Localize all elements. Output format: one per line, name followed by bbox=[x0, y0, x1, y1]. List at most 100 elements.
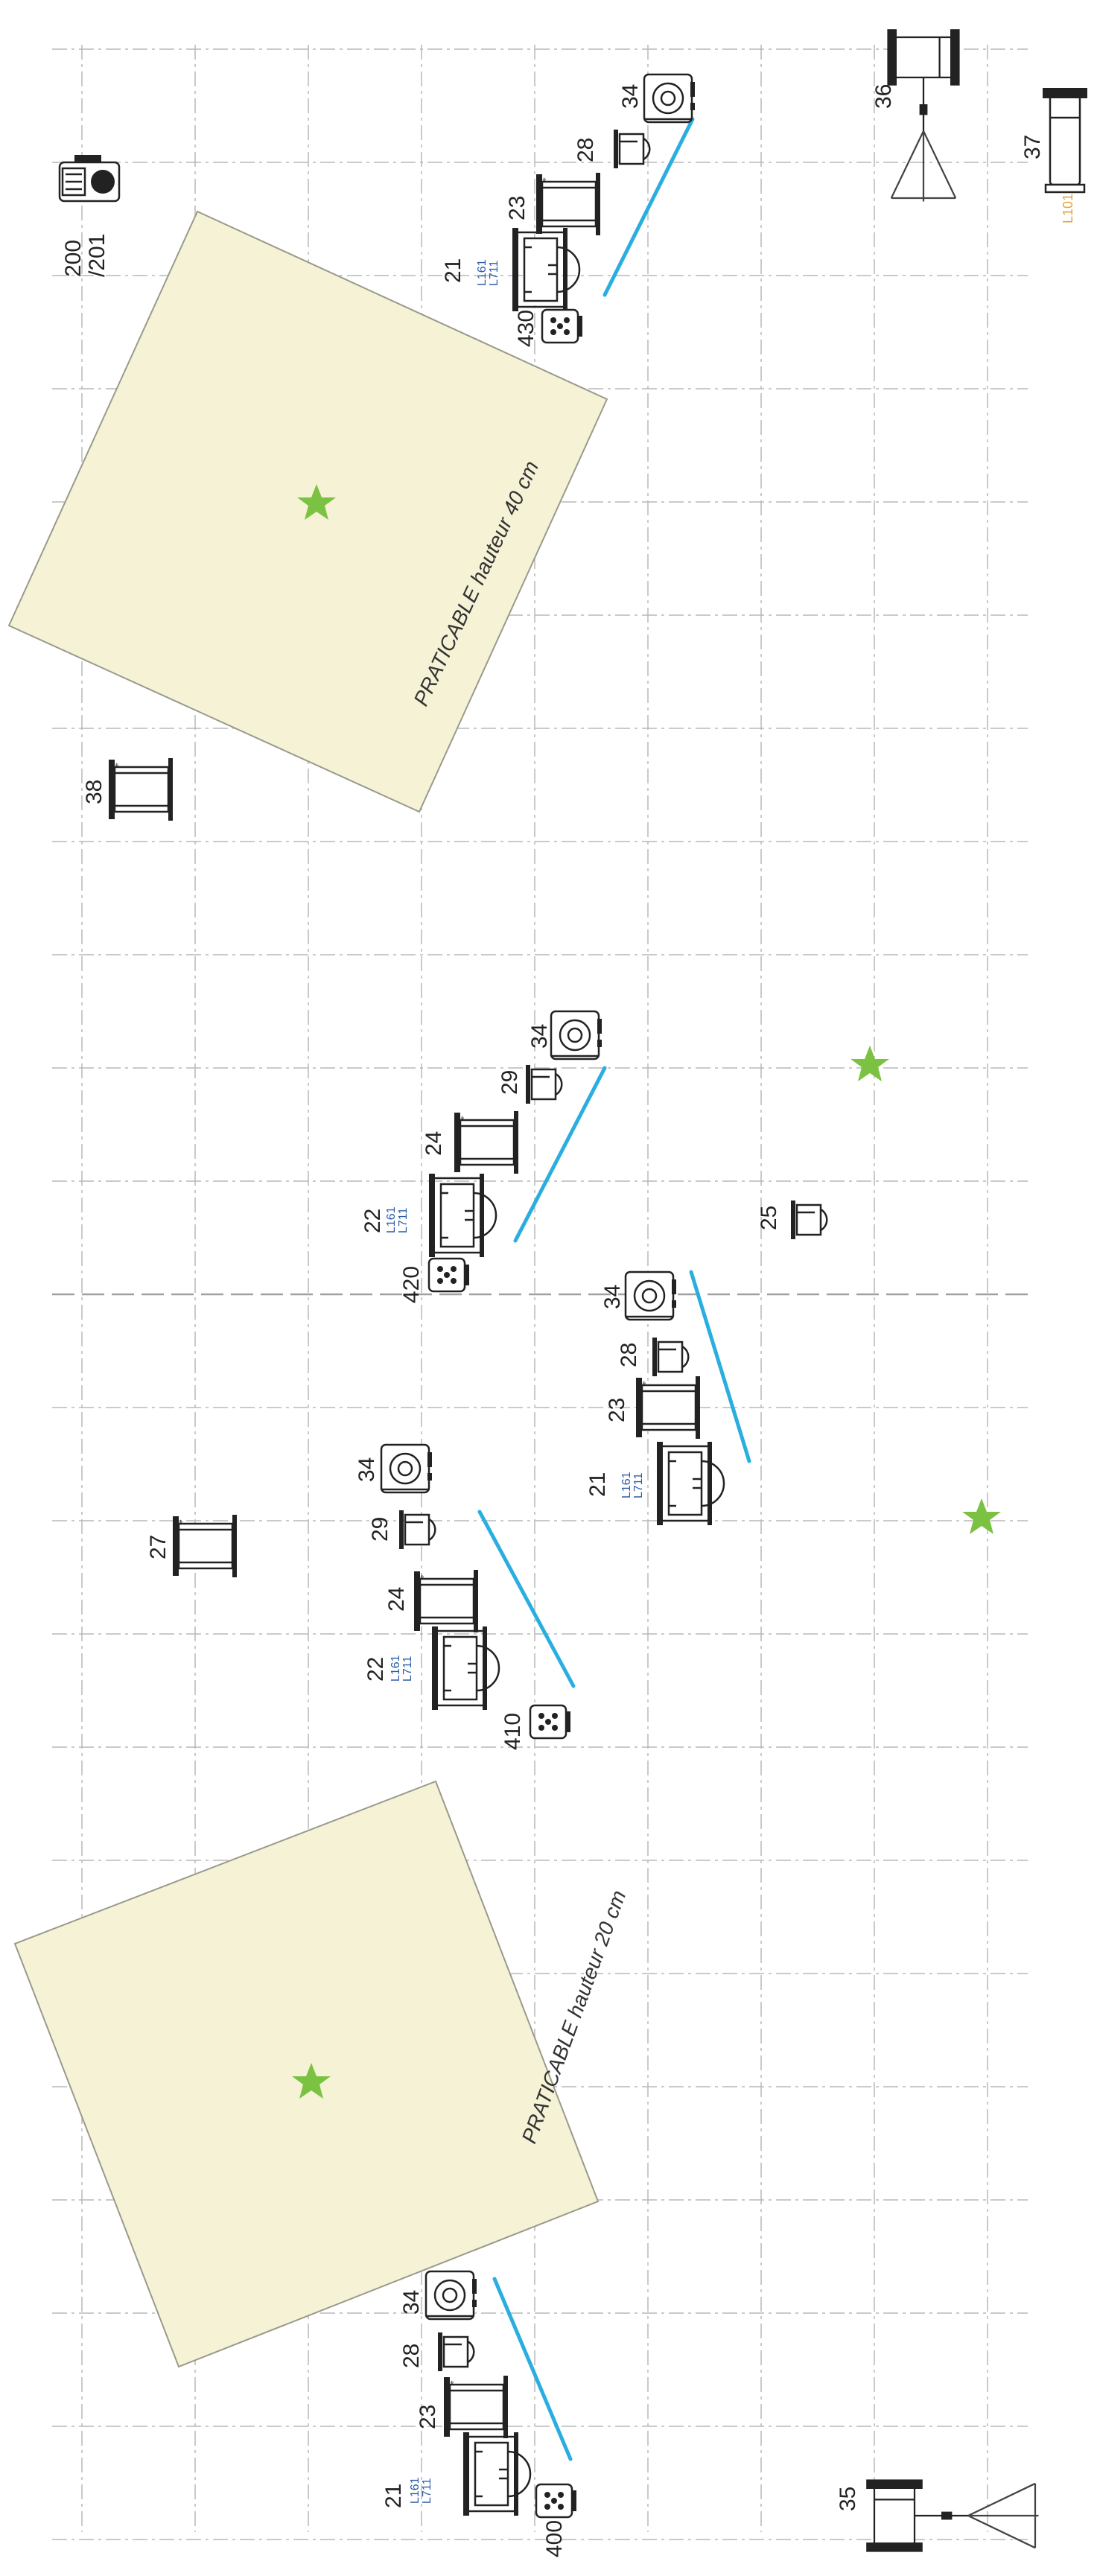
fixture-label: 38 bbox=[82, 780, 106, 804]
fixture-label: 22 bbox=[363, 1657, 388, 1682]
par-dial-icon bbox=[550, 1010, 603, 1060]
profile-icon bbox=[171, 1513, 238, 1579]
fixture-23-right: 23 bbox=[605, 1375, 702, 1440]
fixture-label: 21 bbox=[381, 2484, 406, 2508]
gel-label: L161L711 bbox=[385, 1206, 410, 1233]
fixture-430: 430 bbox=[514, 308, 584, 347]
profile-icon bbox=[107, 757, 174, 822]
led-par-icon bbox=[427, 1257, 471, 1293]
star-marker-3 bbox=[962, 1498, 1001, 1534]
fixture-38: 38 bbox=[82, 757, 174, 822]
fixture-label: 21 bbox=[585, 1472, 610, 1497]
fixture-label: 430 bbox=[514, 310, 538, 347]
fixture-label: 36 bbox=[871, 84, 896, 109]
par-dial-icon bbox=[380, 1443, 433, 1494]
fixture-label: 29 bbox=[497, 1070, 522, 1095]
fixture-label: 24 bbox=[384, 1587, 409, 1612]
fixture-21-top: 21 L161L711 bbox=[441, 226, 581, 313]
par-dial-icon bbox=[624, 1270, 678, 1321]
gel-label: L161L711 bbox=[620, 1472, 645, 1498]
fixture-34-right: 34 bbox=[600, 1270, 678, 1321]
fixture-label: 420 bbox=[399, 1266, 424, 1303]
profile-icon bbox=[413, 1568, 480, 1634]
profile-icon bbox=[442, 2374, 509, 2440]
beams bbox=[477, 117, 751, 2461]
fixture-label: 23 bbox=[416, 2405, 440, 2429]
fixture-label: 410 bbox=[500, 1713, 525, 1750]
moving-head-icon bbox=[58, 153, 121, 203]
fixture-label: 34 bbox=[399, 2290, 424, 2315]
praticable-20: PRATICABLE hauteur 20 cm bbox=[13, 1780, 630, 2368]
led-par-icon bbox=[541, 308, 584, 344]
fixture-label: 34 bbox=[618, 84, 643, 109]
beam-2 bbox=[513, 1066, 607, 1243]
fixtures: 200 /201 36 37 L101 34 28 23 21 bbox=[58, 28, 1089, 2557]
fresnel-icon bbox=[789, 1199, 828, 1241]
fixture-label: 25 bbox=[757, 1206, 781, 1230]
fixture-label: 34 bbox=[600, 1285, 625, 1309]
beam-3 bbox=[689, 1270, 751, 1463]
beam-4 bbox=[477, 1510, 576, 1688]
fixture-label: 28 bbox=[617, 1343, 641, 1367]
fixture-25: 25 bbox=[757, 1199, 828, 1241]
fixture-410: 410 bbox=[500, 1704, 572, 1750]
fixture-420: 420 bbox=[399, 1257, 471, 1303]
fixture-34-mid: 34 bbox=[527, 1010, 603, 1060]
par-dial-icon bbox=[643, 73, 696, 124]
fixture-label: 23 bbox=[605, 1398, 629, 1422]
tripod-spot-icon bbox=[886, 28, 961, 203]
fixture-23-top: 23 bbox=[505, 171, 602, 237]
fixture-22-mid: 22 L161L711 bbox=[360, 1172, 497, 1259]
fixture-label: 28 bbox=[573, 138, 598, 162]
fresnel-icon bbox=[398, 1509, 436, 1551]
led-par-icon bbox=[535, 2483, 578, 2519]
fixture-label: 400 bbox=[542, 2520, 567, 2557]
star-marker-2 bbox=[850, 1046, 889, 1081]
par-dial-icon bbox=[425, 2270, 478, 2321]
fixture-label: 37 bbox=[1020, 135, 1045, 159]
fixture-27: 27 bbox=[146, 1513, 238, 1579]
fixture-21-bottom: 21 L161L711 bbox=[381, 2431, 532, 2517]
pc-icon bbox=[427, 1172, 497, 1259]
fixture-400: 400 bbox=[535, 2483, 578, 2557]
fixture-37: 37 L101 bbox=[1020, 86, 1089, 223]
beam-5 bbox=[492, 2277, 573, 2461]
fixture-label: 35 bbox=[836, 2487, 860, 2511]
fresnel-icon bbox=[651, 1336, 690, 1378]
beam-1 bbox=[602, 117, 695, 297]
fixture-label: 22 bbox=[360, 1209, 385, 1233]
fixture-label: 28 bbox=[399, 2344, 424, 2368]
fixture-35: 35 bbox=[836, 2478, 1040, 2553]
gel-label: L161L711 bbox=[476, 259, 500, 286]
fixture-28-right: 28 bbox=[617, 1336, 690, 1378]
pc-icon bbox=[655, 1440, 725, 1527]
fixture-label: 34 bbox=[354, 1457, 379, 1482]
fresnel-icon bbox=[612, 128, 651, 170]
led-par-icon bbox=[529, 1704, 572, 1740]
fresnel-icon bbox=[524, 1063, 563, 1105]
tripod-spot-icon bbox=[865, 2478, 1040, 2553]
fixture-200-201: 200 /201 bbox=[58, 153, 121, 277]
fixture-label: 29 bbox=[368, 1517, 392, 1542]
gel-label: L161L711 bbox=[389, 1655, 414, 1682]
fixture-29-low: 29 bbox=[368, 1509, 436, 1551]
fixture-label: 23 bbox=[505, 196, 530, 220]
fixture-label: 34 bbox=[527, 1024, 552, 1049]
fixture-34-low: 34 bbox=[354, 1443, 433, 1494]
pc-icon bbox=[511, 226, 581, 313]
profile-icon bbox=[635, 1375, 702, 1440]
fixture-label: 27 bbox=[146, 1535, 171, 1559]
fresnel-icon bbox=[436, 2331, 475, 2373]
fixture-label: 21 bbox=[441, 258, 465, 283]
pc-icon bbox=[462, 2431, 532, 2517]
fixture-36: 36 bbox=[871, 28, 961, 203]
profile-icon bbox=[453, 1110, 520, 1175]
fixture-23-bottom: 23 bbox=[416, 2374, 509, 2440]
fixture-24-mid: 24 bbox=[422, 1110, 520, 1175]
fixture-22-low: 22 L161L711 bbox=[363, 1625, 500, 1711]
fixture-34-top: 34 bbox=[618, 73, 696, 124]
floor-spot-icon bbox=[1041, 86, 1089, 194]
fixture-label: 24 bbox=[422, 1131, 446, 1156]
fixture-28-bottom: 28 bbox=[399, 2331, 475, 2373]
